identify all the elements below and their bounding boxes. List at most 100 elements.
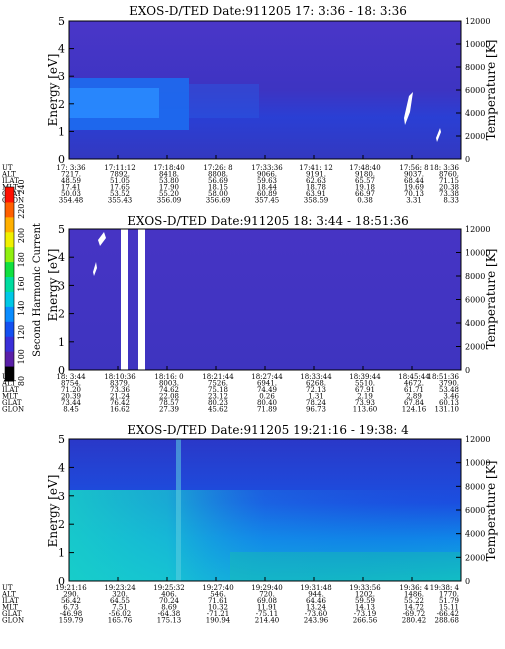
panel-1-cell: 3.31: [406, 197, 422, 205]
panel-2-ylabel: Energy [eV]: [46, 249, 60, 322]
panel-3-cell: 64.46: [306, 597, 327, 605]
panel-3-ytick-label: 4: [58, 461, 65, 474]
panel-2-cell: 0.26: [259, 393, 275, 401]
panel-2-cell: 18:51:36: [428, 373, 460, 381]
panel-3-cell: 944.: [308, 591, 324, 599]
panel-2-y2-ticks: 0 2000 4000 6000 8000 10000 12000: [456, 225, 490, 375]
panel-2-cell: 75.18: [208, 386, 228, 394]
panel-2-cell: 18:45:44: [398, 373, 430, 381]
panel-2-cell: 6268.: [306, 380, 326, 388]
panel-2-ytick-label: 0: [58, 364, 65, 377]
panel-3-cell: 290.: [63, 591, 79, 599]
panel-2-cell: 131.10: [435, 406, 460, 414]
panel-3-cell: 175.13: [157, 617, 182, 625]
panel-1-cell: 17:26: 8: [203, 164, 232, 172]
panel-2-ytick-label: 2: [58, 308, 65, 321]
panel-1-cell: 50.03: [61, 190, 81, 198]
panel-2-cell: 71.20: [61, 386, 81, 394]
panel-1-gap-2: [436, 128, 441, 142]
panel-1-cell: 354.48: [59, 197, 84, 205]
colorbar-swatch: [5, 351, 14, 367]
panel-3-cell: 69.08: [257, 597, 277, 605]
colorbar-tick-label: 160: [17, 276, 26, 291]
panel-2-cell: 5510.: [355, 380, 375, 388]
panel-2-row-label: ALT: [1, 380, 16, 388]
panel-3-cell: -46.98: [60, 610, 82, 618]
colorbar-swatch: [5, 336, 14, 352]
panel-1-y2tick-label: 8000: [465, 63, 485, 72]
panel-3-cell: 10.32: [208, 604, 228, 612]
panel-1-y2-ticks: 0 2000 4000 6000 8000 10000 12000: [456, 17, 490, 164]
panel-1-cell: 58.00: [208, 190, 228, 198]
panel-1-cell: 60.89: [257, 190, 277, 198]
panel-3-cell: 266.56: [353, 617, 378, 625]
panel-1-ylabel: Energy [eV]: [46, 54, 60, 127]
panel-3-cell: -75.11: [256, 610, 278, 618]
panel-2-cell: 71.89: [257, 406, 277, 414]
panel-1-cell: 59.63: [257, 177, 277, 185]
panel-3-y2tick-label: 6000: [465, 506, 485, 515]
panel-1-cell: 8760.: [439, 171, 459, 179]
colorbar-swatch: [5, 246, 14, 263]
panel-2-ytick-label: 1: [58, 336, 65, 349]
panel-2-cell: 23.12: [208, 393, 228, 401]
panel-1-y2label: Temperature [K]: [484, 40, 498, 141]
colorbar-tick-label: 180: [17, 252, 26, 267]
panel-2-cell: 72.13: [306, 386, 326, 394]
panel-1-cell: 17.41: [61, 184, 81, 192]
panel-3-cell: -73.60: [305, 610, 327, 618]
panel-1-cell: 63.91: [306, 190, 326, 198]
panel-2-cell: 67.91: [355, 386, 375, 394]
panel-1-y2tick-label: 10000: [465, 40, 490, 49]
panel-3-row-label: ILAT: [2, 597, 19, 605]
panel-2-cell: 18:39:44: [349, 373, 381, 381]
panel-3-cell: 19:21:16: [55, 584, 87, 592]
panel-2-ytick-label: 5: [58, 223, 65, 236]
panel-1-cell: 18.15: [208, 184, 228, 192]
panel-1-cell: 62.63: [306, 177, 326, 185]
colorbar-swatch: [5, 291, 14, 307]
panel-2-cell: 80.40: [257, 399, 277, 407]
panel-2-cell: 4672.: [404, 380, 424, 388]
panel-3-y2label: Temperature [K]: [484, 461, 498, 562]
panel-2-gap-1: [121, 229, 128, 370]
colorbar-tick-label: 100: [17, 349, 26, 364]
colorbar-tick-label: 140: [17, 301, 26, 316]
panel-1-cell: 0.38: [357, 197, 373, 205]
panel-1-cell: 51.05: [110, 177, 130, 185]
panel-1-cell: 17:18:40: [153, 164, 184, 172]
panel-2-cell: 53.48: [439, 386, 459, 394]
panel-2-cell: 8754.: [61, 380, 81, 388]
panel-3-cell: 19:29:40: [251, 584, 282, 592]
panel-1-cell: 356.69: [206, 197, 231, 205]
panel-1-title: EXOS-D/TED Date:911205 17: 3:36 - 18: 3:…: [129, 4, 407, 18]
panel-1-cell: 65.57: [355, 177, 375, 185]
panel-1-y2tick-label: 12000: [465, 17, 490, 26]
panel-3-cell: 19:27:40: [202, 584, 233, 592]
colorbar-tick-label: 80: [17, 376, 26, 386]
panel-3-cell: 1202.: [355, 591, 375, 599]
panel-3-ytick-label: 5: [58, 433, 65, 446]
colorbar-swatch: [5, 201, 14, 218]
panel-3-y-ticks: 0 1 2 3 4 5: [58, 433, 74, 588]
panel-2-y2label: Temperature [K]: [484, 249, 498, 350]
panel-3-cell: 243.96: [304, 617, 329, 625]
panel-3-band-floor: [230, 552, 461, 581]
panel-2-y2tick-label: 0: [465, 366, 470, 375]
panel-2-cell: 74.62: [159, 386, 179, 394]
panel-1-cell: 8808.: [208, 171, 228, 179]
panel-3-row-label: UT: [2, 584, 13, 592]
panel-1-ytick-label: 1: [58, 125, 65, 138]
panel-1-y2tick-label: 2000: [465, 132, 485, 141]
panel-2-cell: 73.44: [61, 399, 82, 407]
colorbar-frame: [4, 186, 15, 382]
panel-1-cell: 18.78: [306, 184, 326, 192]
panel-2-cell: 16.62: [110, 406, 130, 414]
panel-3-cell: 64.55: [110, 597, 130, 605]
panel-3-cell: 70.24: [159, 597, 180, 605]
colorbar-tick-label: 240: [17, 179, 26, 194]
panel-3-streak: [176, 439, 181, 581]
panel-1-cell: 48.59: [61, 177, 81, 185]
panel-2: EXOS-D/TED Date:911205 18: 3:44 - 18:51:…: [1, 214, 498, 414]
panel-2-cell: 3.46: [443, 393, 459, 401]
